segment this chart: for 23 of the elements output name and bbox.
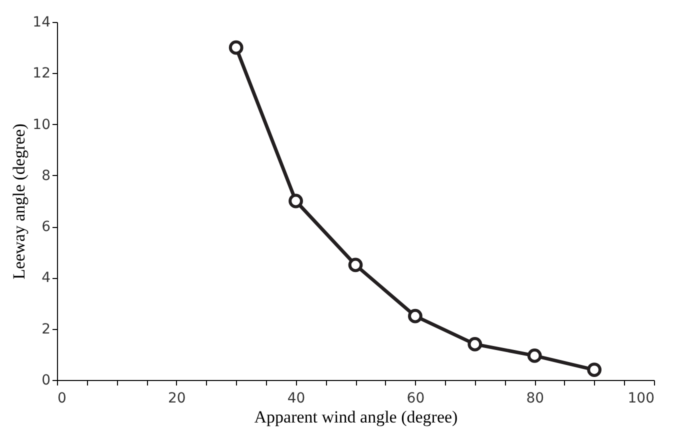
y-tick-label: 6 <box>42 219 51 236</box>
x-axis-title: Apparent wind angle (degree) <box>254 408 458 426</box>
y-tick-label: 2 <box>42 321 50 338</box>
x-tick-label: 40 <box>287 390 306 406</box>
x-tick-label: 100 <box>628 390 654 406</box>
y-tick-label: 8 <box>42 168 50 184</box>
point <box>587 362 602 377</box>
y-tick-label: 4 <box>42 270 51 286</box>
point <box>468 337 482 352</box>
y-tick-label: 10 <box>32 116 50 133</box>
x-tick-label: 20 <box>168 390 186 406</box>
y-axis-title: Leeway angle (degree) <box>10 124 29 280</box>
point <box>408 308 422 324</box>
point <box>288 194 303 208</box>
point <box>527 348 542 363</box>
y-tick-label: 12 <box>32 66 50 82</box>
x-tick-label: 80 <box>526 390 544 406</box>
y-tick-label: 0 <box>42 372 50 388</box>
y-tick-label: 14 <box>32 14 51 30</box>
point <box>348 258 363 272</box>
x-tick-label: 0 <box>58 390 66 406</box>
x-tick-label: 60 <box>406 390 425 406</box>
point <box>228 40 244 55</box>
